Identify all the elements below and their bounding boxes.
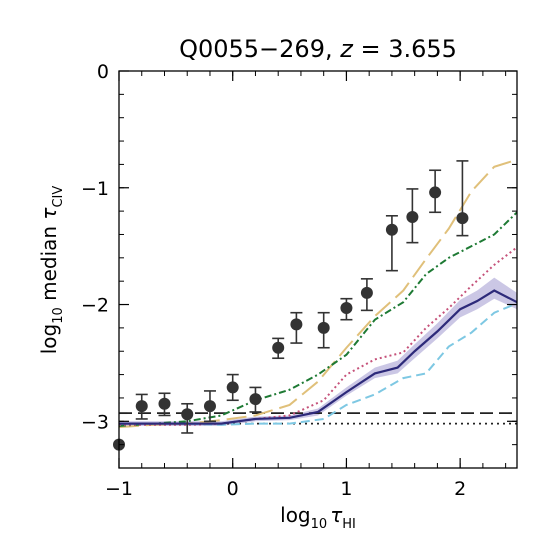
x-tick-label: 1	[340, 478, 352, 500]
data-point-12	[360, 286, 373, 299]
x-tick-label: 0	[227, 478, 239, 500]
series-5-line	[119, 289, 517, 425]
data-point-6	[226, 381, 239, 394]
data-point-5	[203, 400, 216, 413]
data-point-13	[385, 223, 398, 236]
data-point-10	[317, 321, 330, 334]
x-tick-label: −1	[105, 478, 133, 500]
data-point-9	[290, 318, 303, 331]
y-tick-label: 0	[97, 61, 109, 83]
data-point-2	[135, 400, 148, 413]
data-point-3	[158, 397, 171, 410]
series-4-line	[119, 302, 517, 426]
data-point-8	[272, 341, 285, 354]
data-point-16	[456, 212, 469, 225]
data-point-7	[249, 393, 262, 406]
y-tick-label: −1	[81, 178, 109, 200]
chart-title: Q0055−269, z = 3.655	[179, 35, 457, 63]
y-tick-label: −3	[81, 411, 109, 433]
series-3-line	[119, 246, 517, 426]
plot-frame	[118, 70, 518, 469]
y-tick-label: −2	[81, 295, 109, 317]
data-point-11	[340, 302, 353, 315]
data-point-14	[406, 210, 419, 223]
series-2-line	[119, 211, 517, 427]
series-1-line	[119, 158, 517, 429]
plot-layer	[113, 158, 517, 451]
series-5-band	[119, 277, 517, 426]
data-point-4	[181, 408, 194, 421]
plot-area	[119, 158, 517, 429]
x-tick-label: 2	[454, 478, 466, 500]
y-axis-title: log10 median τCIV	[37, 186, 66, 355]
data-point-15	[429, 186, 442, 199]
axes-layer: −1 0 1 2 0 −1 −2 −3	[81, 61, 518, 500]
x-axis-title: log10 τHI	[280, 503, 356, 532]
